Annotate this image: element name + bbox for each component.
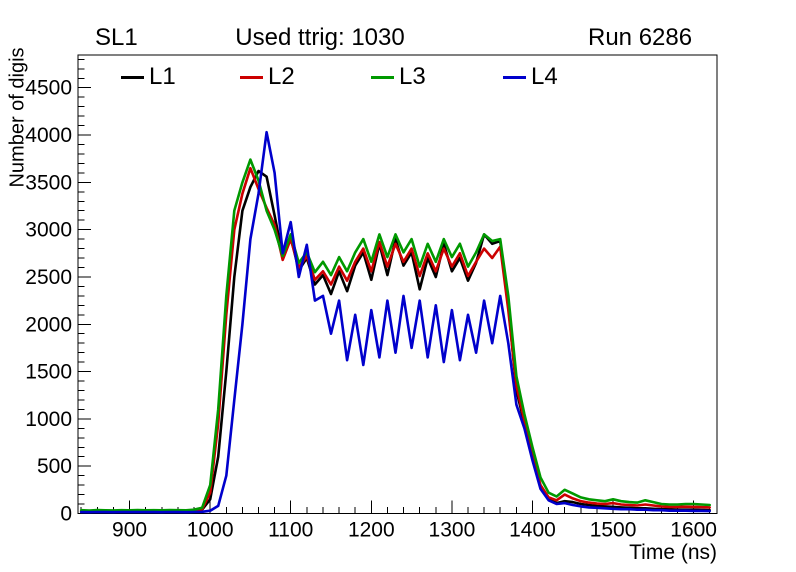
legend-marker-l2 — [240, 75, 263, 79]
superlayer-title: SL1 — [95, 24, 138, 51]
x-tick-label: 1000 — [187, 519, 234, 542]
run-number-label: Run 6286 — [588, 24, 693, 51]
legend-item-l4: L4 — [503, 63, 558, 91]
series-line-l3 — [79, 158, 711, 512]
x-tick-label: 1200 — [348, 519, 395, 542]
y-tick-label: 1500 — [25, 361, 72, 384]
y-axis-title: Number of digis — [6, 47, 29, 188]
y-tick-label: 2000 — [25, 313, 72, 336]
y-tick-label: 500 — [37, 455, 72, 478]
legend-label-l1: L1 — [149, 63, 176, 90]
y-tick-label: 4500 — [25, 77, 72, 100]
x-tick-label: 1600 — [670, 519, 717, 542]
legend-item-l1: L1 — [121, 63, 176, 91]
x-tick-label: 1400 — [509, 519, 556, 542]
y-tick-label: 4000 — [25, 124, 72, 147]
y-tick-label: 1000 — [25, 408, 72, 431]
y-tick-label: 0 — [60, 503, 72, 526]
x-tick-label: 1100 — [268, 519, 313, 542]
y-tick-label: 3500 — [25, 171, 72, 194]
legend-label-l2: L2 — [268, 63, 295, 90]
y-tick-label: 3000 — [25, 219, 72, 242]
series-line-l1 — [79, 169, 711, 514]
plot-frame — [77, 54, 718, 514]
page-title: Used ttrig: 1030 — [235, 24, 405, 51]
legend-label-l3: L3 — [399, 63, 426, 90]
x-tick-label: 1500 — [590, 519, 637, 542]
legend-label-l4: L4 — [531, 63, 558, 90]
y-tick-label: 2500 — [25, 266, 72, 289]
x-axis-title: Time (ns) — [629, 541, 717, 564]
series-line-l2 — [79, 166, 711, 513]
series-line-l4 — [79, 130, 711, 514]
legend-item-l3: L3 — [371, 63, 426, 91]
x-tick-label: 900 — [112, 519, 147, 542]
legend-marker-l4 — [503, 75, 526, 79]
legend-marker-l3 — [371, 75, 394, 79]
x-tick-label: 1300 — [429, 519, 476, 542]
legend-marker-l1 — [121, 75, 144, 79]
legend-item-l2: L2 — [240, 63, 295, 91]
